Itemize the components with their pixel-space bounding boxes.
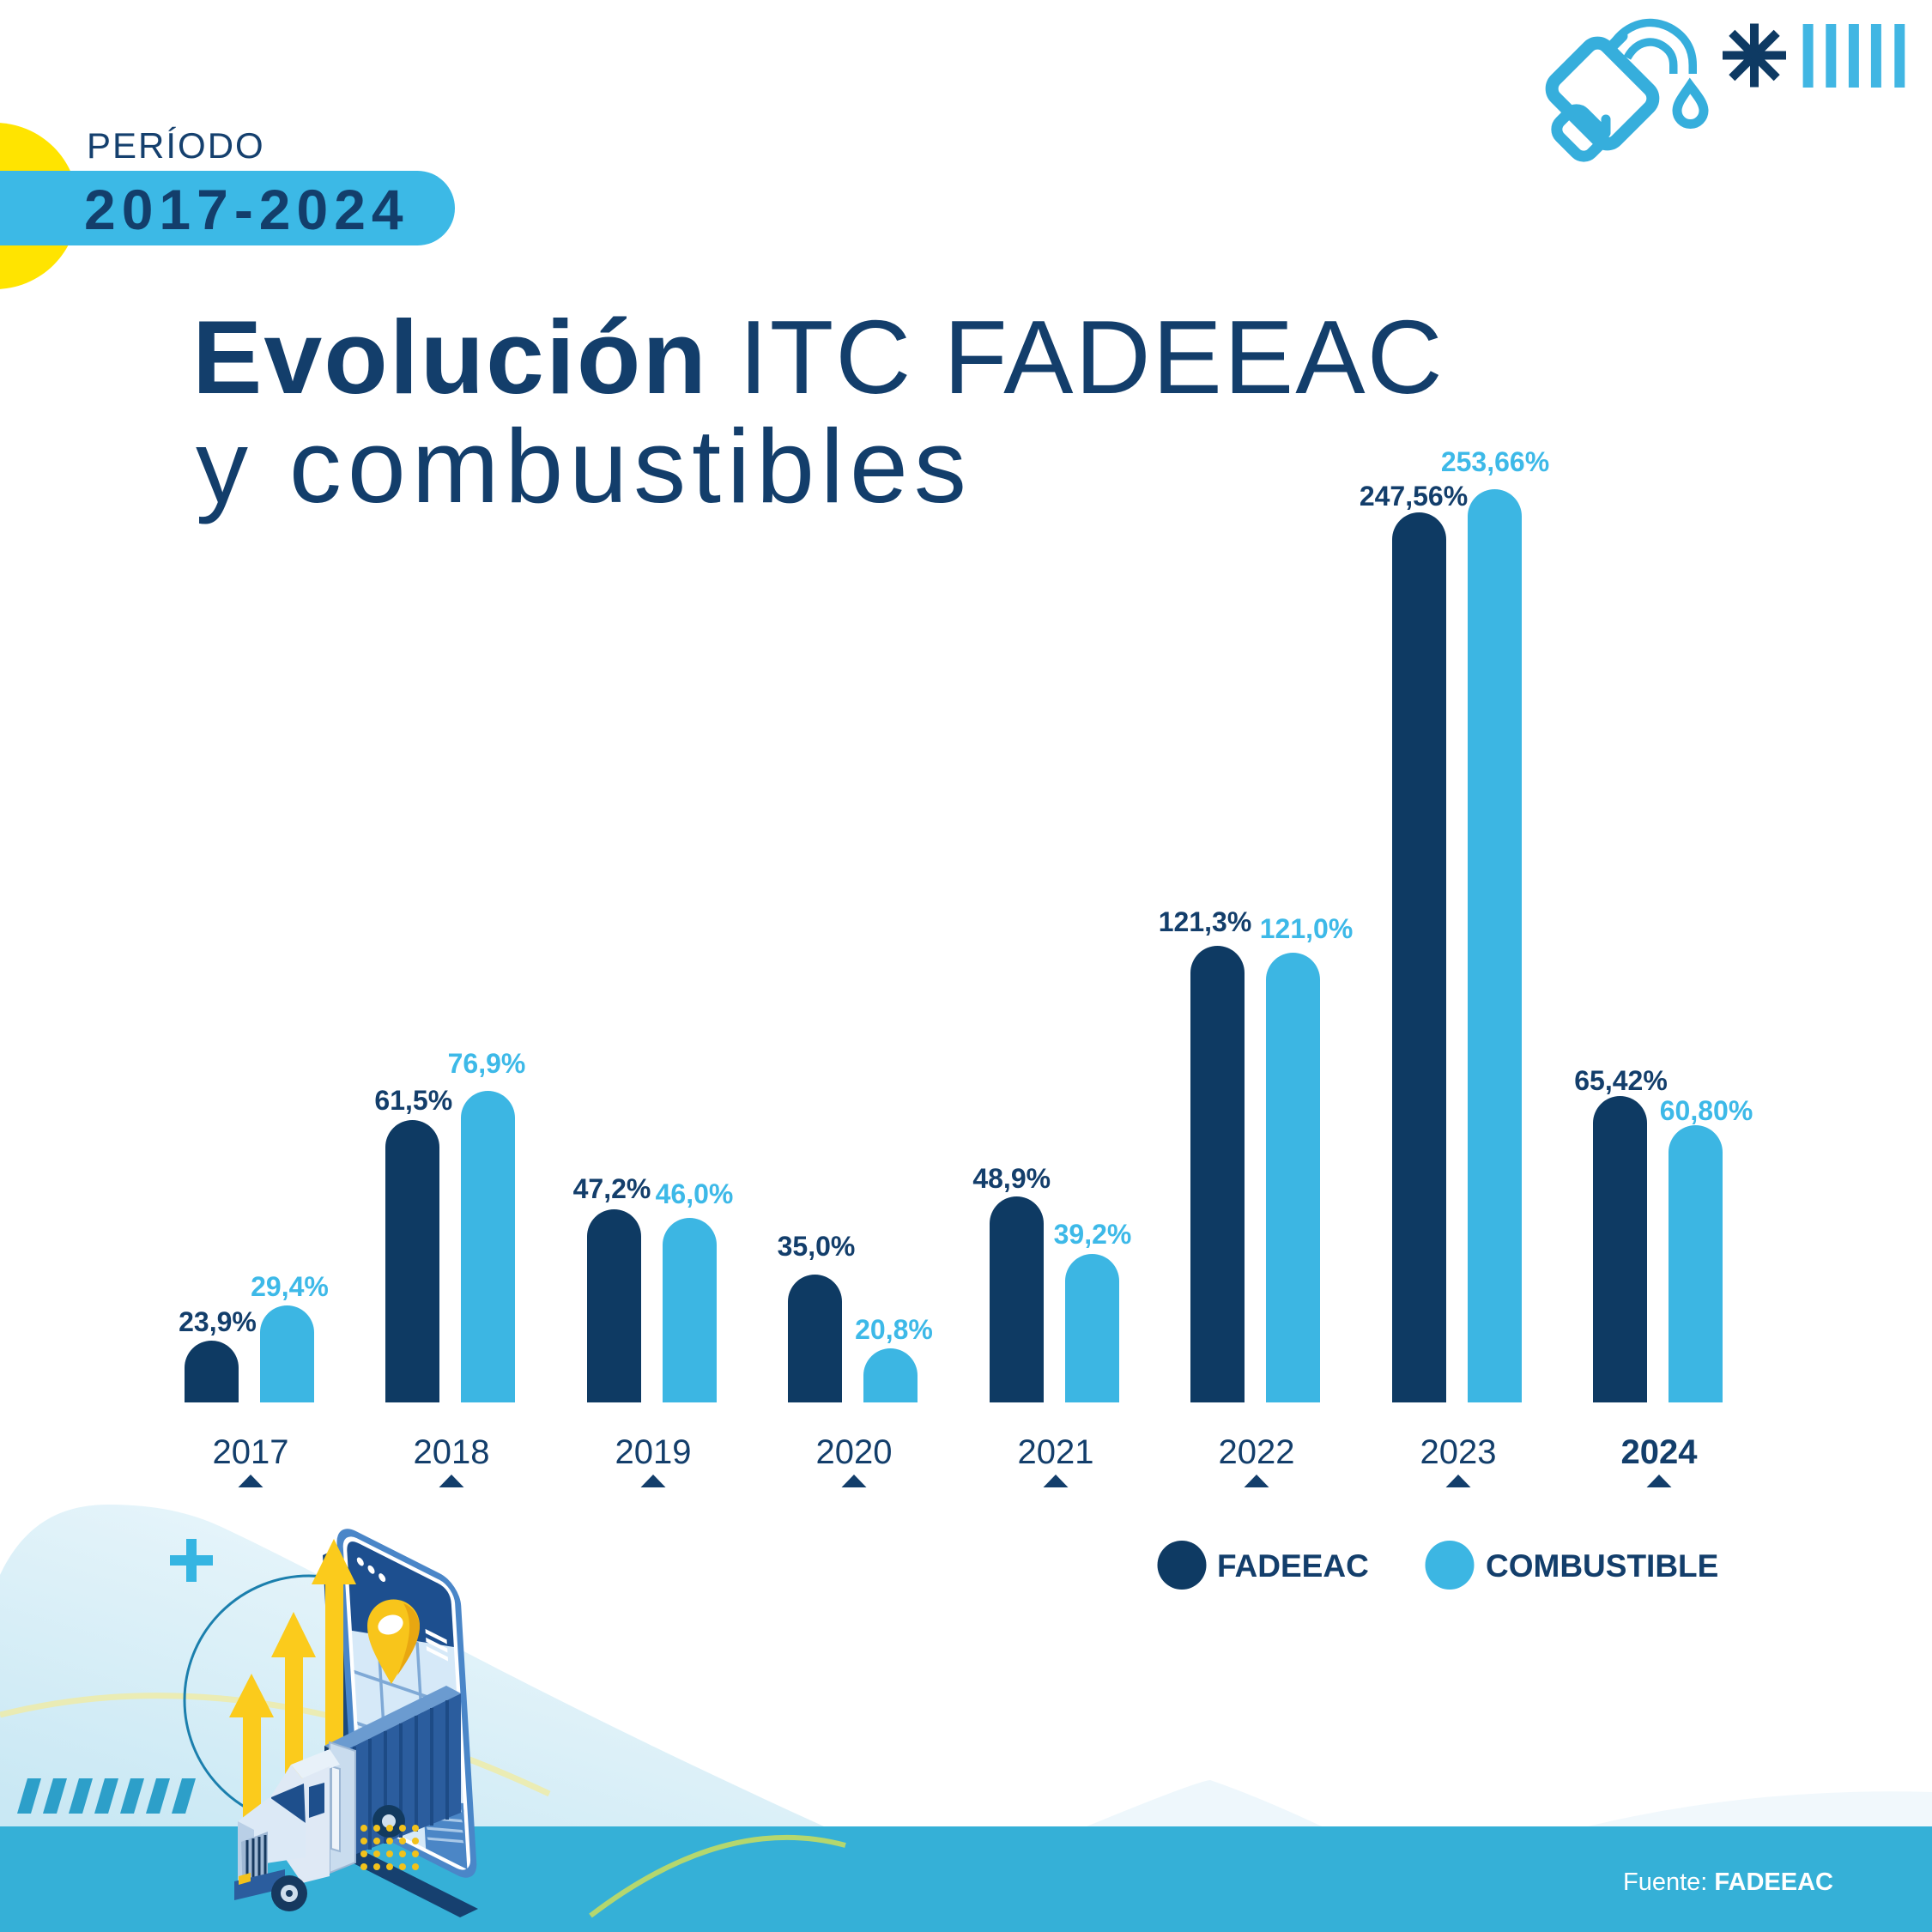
svg-text:2024: 2024 [1621,1433,1699,1471]
svg-text:2022: 2022 [1219,1433,1295,1471]
svg-text:121,3%: 121,3% [1159,906,1252,937]
svg-text:2018: 2018 [414,1433,490,1471]
svg-text:2019: 2019 [615,1433,692,1471]
svg-text:Fuente: FADEEAC: Fuente: FADEEAC [1623,1868,1833,1896]
svg-text:23,9%: 23,9% [179,1306,257,1337]
svg-text:2021: 2021 [1018,1433,1094,1471]
svg-text:PERÍODO: PERÍODO [87,125,265,166]
svg-text:247,56%: 247,56% [1360,481,1468,512]
svg-text:2020: 2020 [816,1433,893,1471]
svg-text:y combustibles: y combustibles [196,408,972,524]
svg-text:61,5%: 61,5% [374,1085,452,1116]
svg-text:39,2%: 39,2% [1054,1219,1132,1250]
svg-text:FADEEAC: FADEEAC [1217,1548,1369,1584]
svg-text:35,0%: 35,0% [778,1231,856,1262]
svg-text:121,0%: 121,0% [1260,913,1354,944]
svg-text:48,9%: 48,9% [972,1163,1051,1194]
svg-text:2017-2024: 2017-2024 [84,178,409,241]
svg-text:29,4%: 29,4% [251,1271,329,1302]
svg-text:Evolución ITC FADEEAC: Evolución ITC FADEEAC [192,299,1444,415]
svg-text:46,0%: 46,0% [656,1178,734,1209]
svg-text:20,8%: 20,8% [855,1314,933,1345]
svg-text:2023: 2023 [1420,1433,1497,1471]
svg-text:60,80%: 60,80% [1660,1095,1753,1126]
svg-text:76,9%: 76,9% [448,1048,526,1079]
svg-text:253,66%: 253,66% [1441,446,1549,477]
svg-text:2017: 2017 [213,1433,289,1471]
svg-text:47,2%: 47,2% [573,1173,651,1204]
svg-text:65,42%: 65,42% [1574,1065,1668,1096]
svg-text:COMBUSTIBLE: COMBUSTIBLE [1486,1548,1718,1584]
